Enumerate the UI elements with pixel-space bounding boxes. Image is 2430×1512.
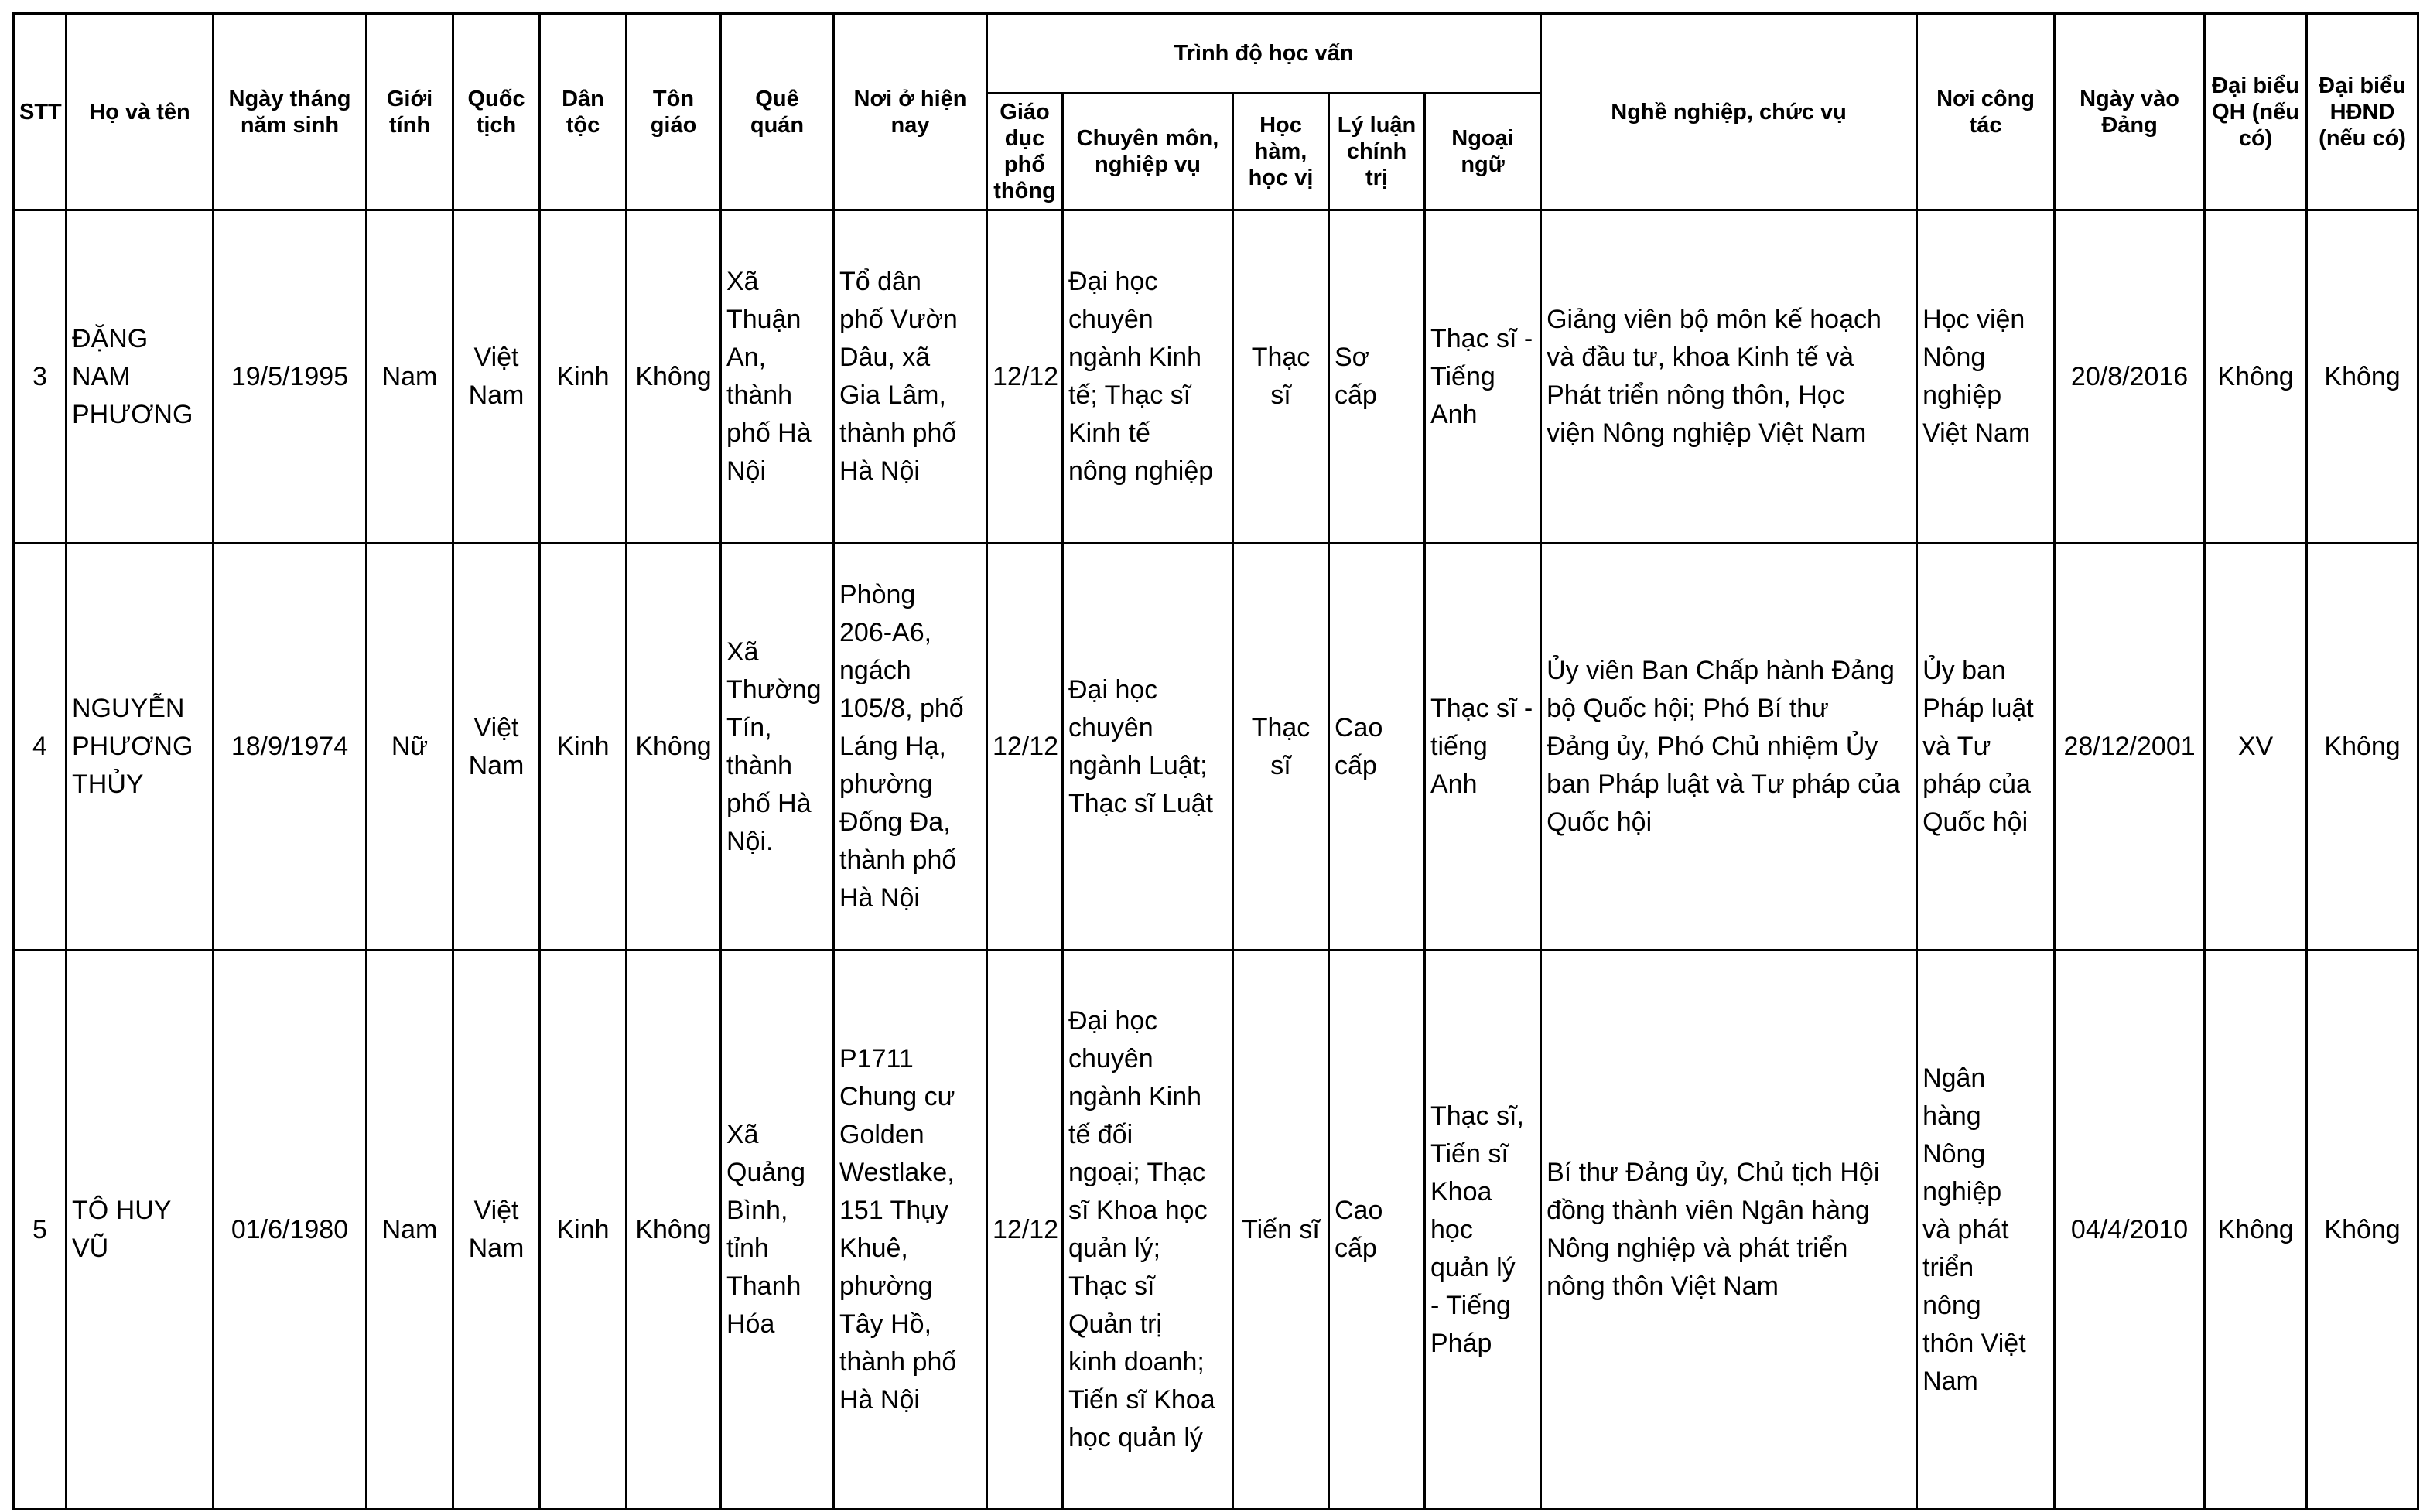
cell-political: Cao cấp — [1328, 949, 1426, 1510]
header-workplace: Nơi công tác — [1916, 12, 2056, 211]
header-religion: Tôn giáo — [625, 12, 722, 211]
cell-degree: Thạc sĩ — [1232, 209, 1330, 544]
cell-political: Sơ cấp — [1328, 209, 1426, 544]
cell-general-edu: 12/12 — [986, 949, 1064, 1510]
cell-nationality: Việt Nam — [452, 949, 541, 1510]
cell-residence: Tổ dân phố Vườn Dâu, xã Gia Lâm, thành p… — [832, 209, 988, 544]
cell-gender: Nam — [365, 209, 454, 544]
header-na-deputy: Đại biểu QH (nếu có) — [2203, 12, 2309, 211]
cell-stt: 4 — [12, 542, 67, 951]
cell-name: ĐẶNG NAM PHƯƠNG — [65, 209, 214, 544]
header-gender: Giới tính — [365, 12, 454, 211]
header-residence: Nơi ở hiện nay — [832, 12, 988, 211]
cell-nationality: Việt Nam — [452, 542, 541, 951]
cell-party-date: 28/12/2001 — [2053, 542, 2206, 951]
cell-occupation: Ủy viên Ban Chấp hành Đảng bộ Quốc hội; … — [1540, 542, 1919, 951]
cell-na-deputy: Không — [2203, 209, 2309, 544]
header-education: Trình độ học vấn — [985, 12, 1543, 94]
header-party-date: Ngày vào Đảng — [2053, 12, 2206, 211]
table-row: 5 TÔ HUY VŨ 01/6/1980 Nam Việt Nam Kinh Không X… — [12, 949, 2420, 1510]
cell-na-deputy: Không — [2203, 949, 2309, 1510]
cell-council-deputy: Không — [2305, 209, 2420, 544]
cell-language: Thạc sĩ - tiếng Anh — [1423, 542, 1543, 951]
cell-general-edu: 12/12 — [986, 209, 1064, 544]
cell-political: Cao cấp — [1328, 542, 1426, 951]
cell-degree: Thạc sĩ — [1232, 542, 1330, 951]
cell-language: Thạc sĩ - Tiếng Anh — [1423, 209, 1543, 544]
header-nationality: Quốc tịch — [452, 12, 541, 211]
cell-ethnicity: Kinh — [538, 949, 627, 1510]
header-name: Họ và tên — [65, 12, 214, 211]
cell-religion: Không — [625, 949, 722, 1510]
header-specialty: Chuyên môn, nghiệp vụ — [1061, 92, 1234, 211]
cell-gender: Nam — [365, 949, 454, 1510]
cell-party-date: 04/4/2010 — [2053, 949, 2206, 1510]
cell-religion: Không — [625, 209, 722, 544]
cell-council-deputy: Không — [2305, 542, 2420, 951]
cell-workplace: Ngân hàng Nông nghiệp và phát triển nông… — [1916, 949, 2056, 1510]
cell-workplace: Ủy ban Pháp luật và Tư pháp của Quốc hội — [1916, 542, 2056, 951]
cell-general-edu: 12/12 — [986, 542, 1064, 951]
cell-stt: 5 — [12, 949, 67, 1510]
cell-residence: P1711 Chung cư Golden Westlake, 151 Thụy… — [832, 949, 988, 1510]
header-ethnicity: Dân tộc — [538, 12, 627, 211]
table-row: 3 ĐẶNG NAM PHƯƠNG 19/5/1995 Nam Việt Nam Kinh… — [12, 209, 2420, 544]
cell-hometown: Xã Quảng Bình, tỉnh Thanh Hóa — [719, 949, 835, 1510]
cell-ethnicity: Kinh — [538, 542, 627, 951]
cell-religion: Không — [625, 542, 722, 951]
cell-language: Thạc sĩ, Tiến sĩ Khoa học quản lý - Tiến… — [1423, 949, 1543, 1510]
cell-party-date: 20/8/2016 — [2053, 209, 2206, 544]
cell-residence: Phòng 206-A6, ngách 105/8, phố Láng Hạ, … — [832, 542, 988, 951]
cell-stt: 3 — [12, 209, 67, 544]
cell-specialty: Đại học chuyên ngành Kinh tế đối ngoại; … — [1061, 949, 1234, 1510]
cell-hometown: Xã Thường Tín, thành phố Hà Nội. — [719, 542, 835, 951]
cell-dob: 18/9/1974 — [212, 542, 367, 951]
cell-na-deputy: XV — [2203, 542, 2309, 951]
header-language: Ngoại ngữ — [1423, 92, 1543, 211]
cell-council-deputy: Không — [2305, 949, 2420, 1510]
cell-occupation: Giảng viên bộ môn kế hoạch và đầu tư, kh… — [1540, 209, 1919, 544]
header-degree: Học hàm, học vị — [1232, 92, 1330, 211]
table-row: 4 NGUYỄN PHƯƠNG THỦY 18/9/1974 Nữ Việt Nam Ki… — [12, 542, 2420, 951]
header-hometown: Quê quán — [719, 12, 835, 211]
cell-occupation: Bí thư Đảng ủy, Chủ tịch Hội đồng thành … — [1540, 949, 1919, 1510]
header-stt: STT — [12, 12, 67, 211]
header-occupation: Nghề nghiệp, chức vụ — [1540, 12, 1919, 211]
cell-specialty: Đại học chuyên ngành Kinh tế; Thạc sĩ Ki… — [1061, 209, 1234, 544]
cell-ethnicity: Kinh — [538, 209, 627, 544]
cell-gender: Nữ — [365, 542, 454, 951]
cell-hometown: Xã Thuận An, thành phố Hà Nội — [719, 209, 835, 544]
cell-specialty: Đại học chuyên ngành Luật; Thạc sĩ Luật — [1061, 542, 1234, 951]
cell-workplace: Học viện Nông nghiệp Việt Nam — [1916, 209, 2056, 544]
cell-nationality: Việt Nam — [452, 209, 541, 544]
header-dob: Ngày tháng năm sinh — [212, 12, 367, 211]
header-council-deputy: Đại biểu HĐND (nếu có) — [2305, 12, 2420, 211]
cell-name: TÔ HUY VŨ — [65, 949, 214, 1510]
cell-degree: Tiến sĩ — [1232, 949, 1330, 1510]
cell-name: NGUYỄN PHƯƠNG THỦY — [65, 542, 214, 951]
header-political: Lý luận chính trị — [1328, 92, 1426, 211]
cell-dob: 19/5/1995 — [212, 209, 367, 544]
candidate-table: STT Họ và tên Ngày tháng năm sinh Giới t… — [12, 12, 2420, 1510]
header-general-edu: Giáo dục phổ thông — [986, 92, 1064, 211]
cell-dob: 01/6/1980 — [212, 949, 367, 1510]
